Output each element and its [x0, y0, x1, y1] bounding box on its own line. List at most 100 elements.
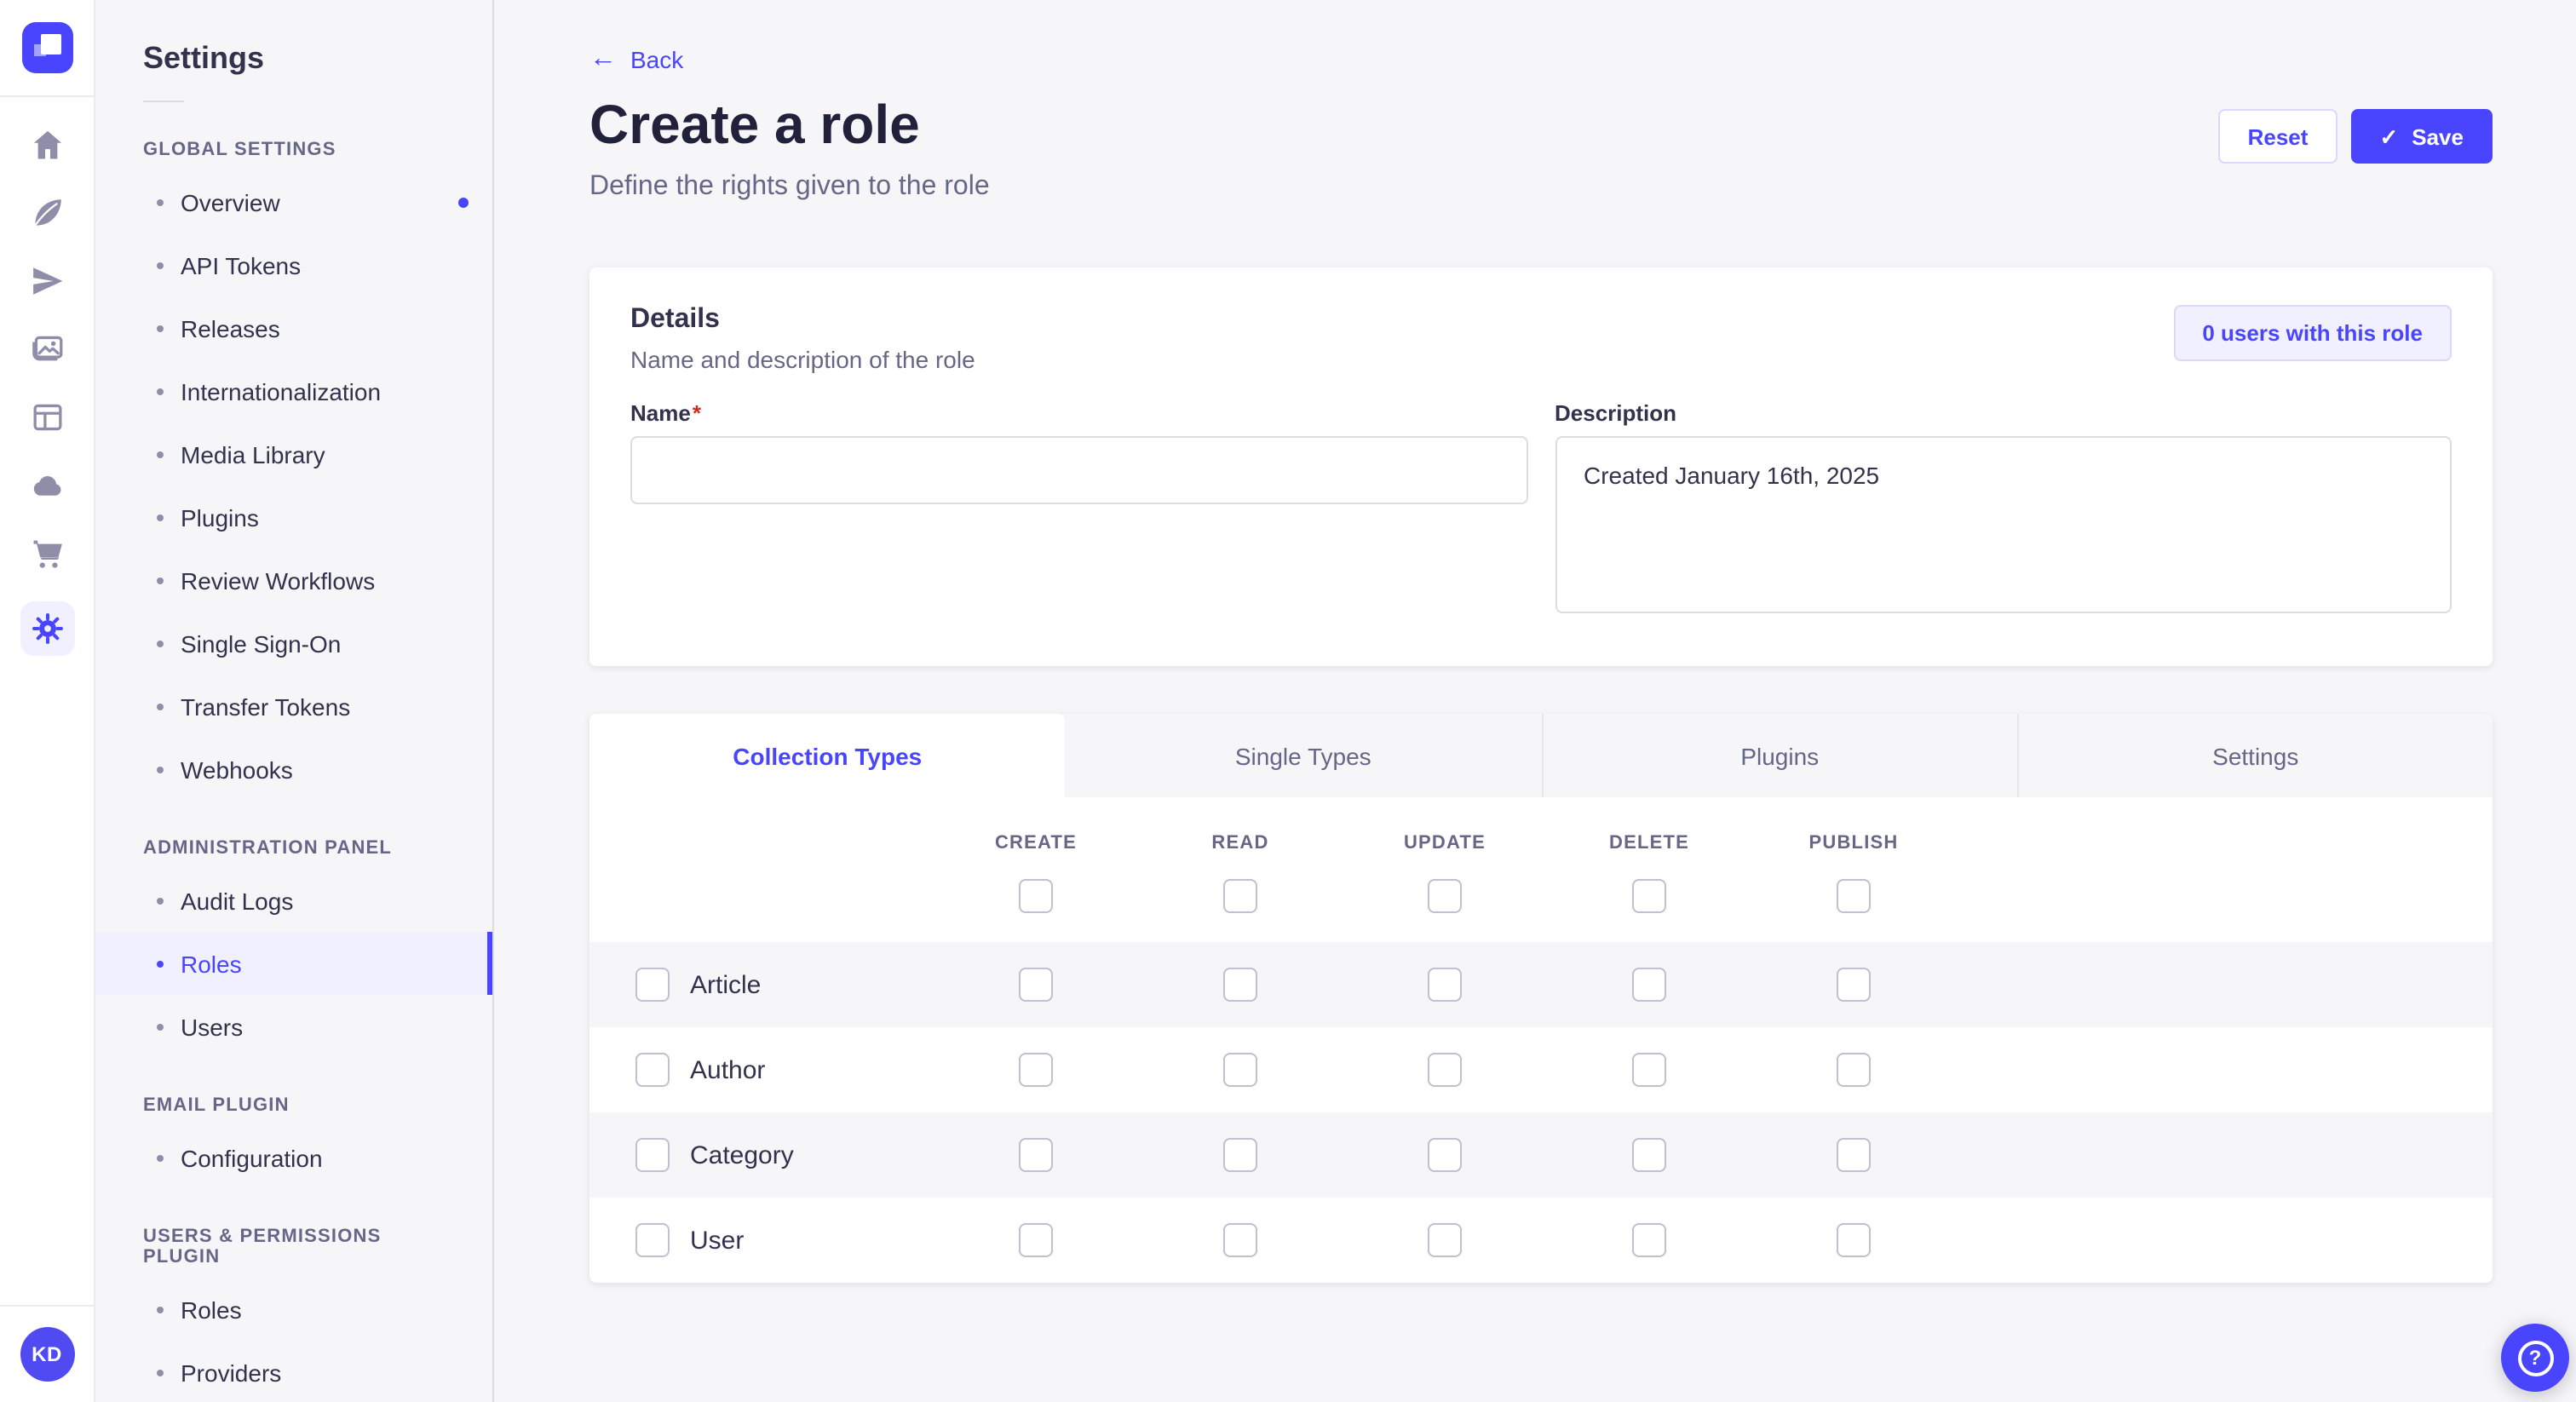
media-library-icon[interactable] — [26, 329, 67, 370]
tab-single-types[interactable]: Single Types — [1234, 742, 1371, 770]
content-builder-icon[interactable] — [26, 397, 67, 438]
required-asterisk: * — [692, 400, 701, 427]
category-read-checkbox[interactable] — [1223, 1138, 1257, 1173]
table-row-article: Article — [589, 942, 2493, 1028]
select-all-create-checkbox[interactable] — [1019, 879, 1053, 914]
user-row-checkbox[interactable] — [635, 1223, 670, 1258]
sidebar-item-audit-logs[interactable]: Audit Logs — [95, 869, 492, 932]
help-question-icon: ? — [2517, 1340, 2553, 1376]
users-with-role-button[interactable]: 0 users with this role — [2173, 305, 2452, 362]
table-row-category: Category — [589, 1112, 2493, 1198]
details-title: Details — [630, 305, 720, 335]
category-create-checkbox[interactable] — [1019, 1138, 1053, 1173]
permissions-card: Collection Types Single Types Plugins Se… — [589, 714, 2493, 1284]
reset-button[interactable]: Reset — [2218, 109, 2337, 164]
author-delete-checkbox[interactable] — [1632, 1053, 1666, 1088]
logo-section — [0, 0, 94, 97]
main-nav-rail: KD — [0, 0, 95, 1402]
sidebar-item-providers[interactable]: Providers — [95, 1341, 492, 1402]
sidebar-item-roles-up[interactable]: Roles — [95, 1278, 492, 1341]
main-content: ← Back Create a role Define the rights g… — [494, 0, 2576, 1402]
description-textarea[interactable]: Created January 16th, 2025 — [1555, 436, 2452, 614]
feather-icon[interactable] — [26, 192, 67, 233]
bullet-icon — [157, 960, 164, 967]
category-publish-checkbox[interactable] — [1837, 1138, 1871, 1173]
notification-dot-icon — [458, 197, 469, 207]
article-publish-checkbox[interactable] — [1837, 968, 1871, 1003]
sidebar-item-label: API Tokens — [181, 251, 302, 279]
sidebar-item-single-sign-on[interactable]: Single Sign-On — [95, 612, 492, 675]
select-all-read-checkbox[interactable] — [1223, 879, 1257, 914]
user-read-checkbox[interactable] — [1223, 1223, 1257, 1258]
article-read-checkbox[interactable] — [1223, 968, 1257, 1003]
sidebar-item-roles-admin[interactable]: Roles — [95, 932, 492, 995]
rail-bottom-section: KD — [0, 1305, 94, 1402]
column-header-create: CREATE — [994, 833, 1077, 854]
sidebar-item-media-library[interactable]: Media Library — [95, 422, 492, 486]
page-header: Create a role Define the rights given to… — [589, 92, 2493, 204]
article-create-checkbox[interactable] — [1019, 968, 1053, 1003]
save-label: Save — [2412, 124, 2464, 149]
sidebar-item-webhooks[interactable]: Webhooks — [95, 738, 492, 801]
sidebar-item-configuration[interactable]: Configuration — [95, 1126, 492, 1189]
bullet-icon — [157, 1154, 164, 1161]
sidebar-item-plugins[interactable]: Plugins — [95, 486, 492, 549]
sidebar-item-api-tokens[interactable]: API Tokens — [95, 233, 492, 296]
marketplace-cart-icon[interactable] — [26, 533, 67, 574]
sidebar-item-label: Plugins — [181, 503, 259, 531]
sidebar-item-users[interactable]: Users — [95, 995, 492, 1058]
details-card-header: Details Name and description of the role… — [630, 305, 2452, 374]
back-link[interactable]: ← Back — [589, 45, 684, 73]
sidebar-item-review-workflows[interactable]: Review Workflows — [95, 549, 492, 612]
strapi-logo-icon[interactable] — [21, 22, 72, 73]
save-button[interactable]: ✓ Save — [2350, 109, 2493, 164]
tab-plugins[interactable]: Plugins — [1541, 714, 2017, 798]
select-all-delete-checkbox[interactable] — [1632, 879, 1666, 914]
home-icon[interactable] — [26, 124, 67, 165]
check-icon: ✓ — [2379, 124, 2399, 149]
page-title: Create a role — [589, 94, 920, 155]
article-row-checkbox[interactable] — [635, 968, 670, 1003]
author-create-checkbox[interactable] — [1019, 1053, 1053, 1088]
user-update-checkbox[interactable] — [1428, 1223, 1462, 1258]
user-publish-checkbox[interactable] — [1837, 1223, 1871, 1258]
bullet-icon — [157, 1306, 164, 1313]
category-update-checkbox[interactable] — [1428, 1138, 1462, 1173]
article-update-checkbox[interactable] — [1428, 968, 1462, 1003]
select-all-row — [589, 854, 2493, 943]
name-input[interactable] — [630, 436, 1527, 505]
user-create-checkbox[interactable] — [1019, 1223, 1053, 1258]
sidebar-item-label: Providers — [181, 1359, 282, 1386]
tab-settings[interactable]: Settings — [2016, 714, 2493, 798]
row-label: User — [690, 1226, 745, 1255]
article-delete-checkbox[interactable] — [1632, 968, 1666, 1003]
row-label: Article — [690, 970, 762, 1000]
sidebar-item-label: Releases — [181, 314, 280, 342]
category-row-checkbox[interactable] — [635, 1138, 670, 1173]
author-read-checkbox[interactable] — [1223, 1053, 1257, 1088]
bullet-icon — [157, 261, 164, 268]
tab-collection-types[interactable]: Collection Types — [589, 714, 1066, 798]
user-avatar[interactable]: KD — [20, 1327, 74, 1382]
sidebar-item-transfer-tokens[interactable]: Transfer Tokens — [95, 675, 492, 738]
back-label: Back — [630, 46, 684, 73]
category-delete-checkbox[interactable] — [1632, 1138, 1666, 1173]
bullet-icon — [157, 1023, 164, 1030]
cloud-icon[interactable] — [26, 465, 67, 506]
select-all-update-checkbox[interactable] — [1428, 879, 1462, 914]
settings-gear-icon[interactable] — [20, 601, 74, 656]
description-label: Description — [1555, 400, 1677, 427]
user-delete-checkbox[interactable] — [1632, 1223, 1666, 1258]
sidebar-item-internationalization[interactable]: Internationalization — [95, 359, 492, 422]
sidebar-item-label: Single Sign-On — [181, 629, 342, 657]
sidebar-item-overview[interactable]: Overview — [95, 170, 492, 233]
sidebar-item-releases[interactable]: Releases — [95, 296, 492, 359]
paper-plane-icon[interactable] — [26, 261, 67, 302]
author-publish-checkbox[interactable] — [1837, 1053, 1871, 1088]
select-all-publish-checkbox[interactable] — [1837, 879, 1871, 914]
page-subtitle: Define the rights given to the role — [589, 172, 990, 202]
help-button[interactable]: ? — [2501, 1324, 2569, 1392]
author-row-checkbox[interactable] — [635, 1053, 670, 1088]
author-update-checkbox[interactable] — [1428, 1053, 1462, 1088]
sidebar-divider — [143, 101, 184, 102]
